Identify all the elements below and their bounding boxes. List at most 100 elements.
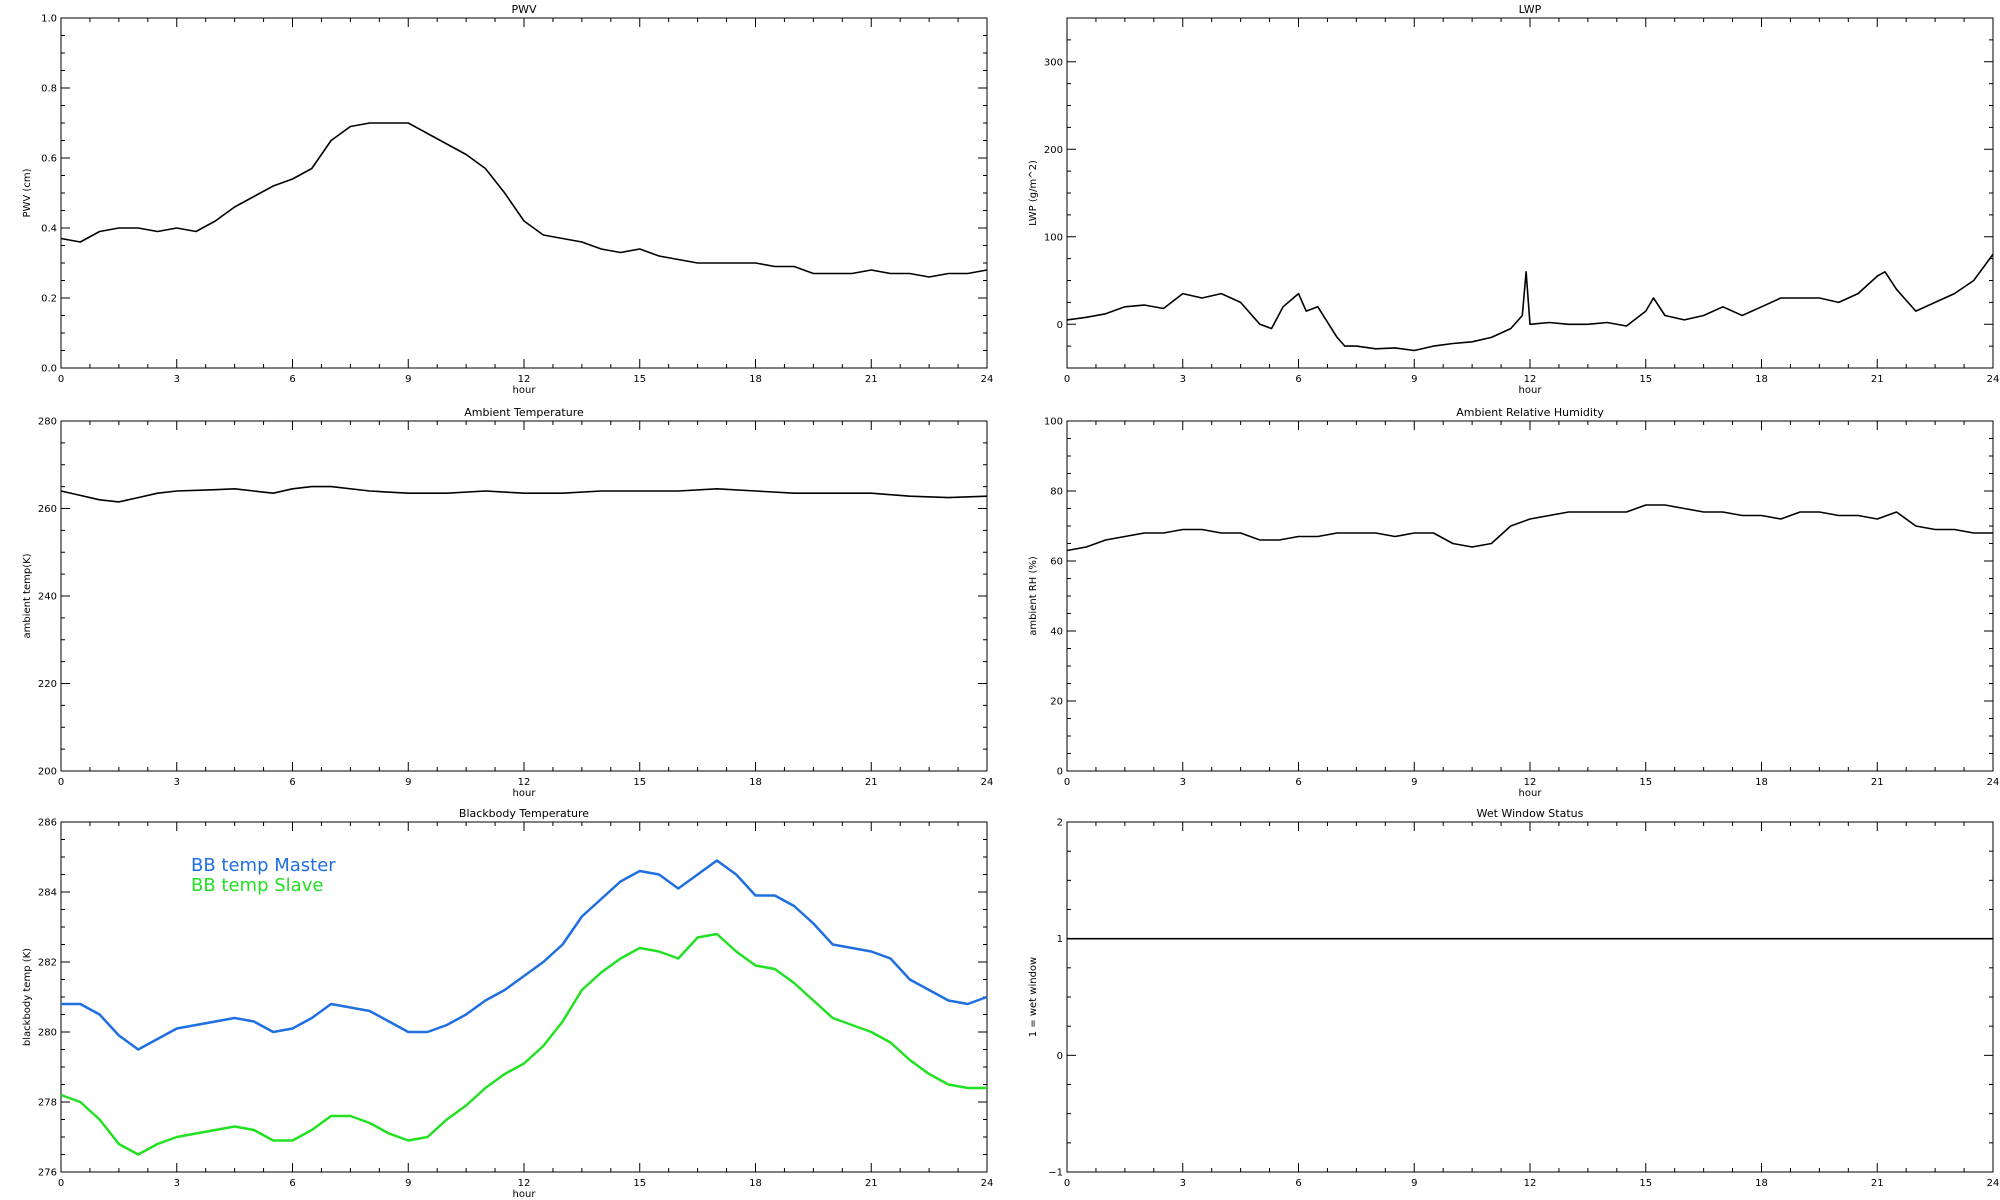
x-tick-label: 15 <box>633 777 646 788</box>
x-axis-label: hour <box>513 385 537 396</box>
x-tick-label: 21 <box>1871 1178 1884 1189</box>
chart-title: Ambient Relative Humidity <box>1456 406 1604 419</box>
y-axis-label: ambient temp(K) <box>22 553 33 638</box>
x-tick-label: 15 <box>1639 374 1652 385</box>
y-tick-label: 278 <box>38 1098 57 1109</box>
x-tick-label: 6 <box>289 1178 295 1189</box>
y-tick-label: 286 <box>38 818 57 829</box>
x-tick-label: 24 <box>1987 777 2000 788</box>
x-tick-label: 3 <box>1180 777 1186 788</box>
y-tick-label: 276 <box>38 1168 57 1179</box>
chart-title: Wet Window Status <box>1477 807 1584 820</box>
x-axis-label: hour <box>513 788 537 799</box>
chart-panel-1: LWP 0 3 6 9 12 15 18 21 24 hour 0 100 200 300 LWP (g/m^… <box>1028 3 1999 396</box>
x-tick-label: 3 <box>174 374 180 385</box>
x-tick-label: 18 <box>749 777 762 788</box>
y-tick-label: 40 <box>1050 627 1063 638</box>
y-tick-label: 100 <box>1044 417 1063 428</box>
x-tick-label: 12 <box>518 1178 531 1189</box>
y-tick-label: 100 <box>1044 232 1063 243</box>
y-tick-label: 200 <box>38 767 57 778</box>
x-tick-label: 12 <box>518 374 531 385</box>
y-axis-label: 1 = wet window <box>1028 957 1039 1037</box>
x-tick-label: 21 <box>1871 374 1884 385</box>
y-tick-label: 80 <box>1050 487 1063 498</box>
y-tick-label: −1 <box>1048 1168 1063 1179</box>
series-line-0 <box>60 485 988 503</box>
x-axis-label: hour <box>1519 385 1543 396</box>
y-tick-label: 60 <box>1050 557 1063 568</box>
x-tick-label: 0 <box>1064 374 1070 385</box>
series-line-0 <box>60 122 988 278</box>
x-tick-label: 3 <box>1180 374 1186 385</box>
x-tick-label: 18 <box>1755 777 1768 788</box>
x-tick-label: 6 <box>289 777 295 788</box>
y-tick-label: 0.8 <box>41 84 57 95</box>
x-tick-label: 15 <box>633 1178 646 1189</box>
chart-title: PWV <box>511 3 537 16</box>
series-line-0 <box>1066 253 1994 352</box>
y-tick-label: 240 <box>38 592 57 603</box>
x-tick-label: 24 <box>981 374 994 385</box>
chart-panel-2: Ambient Temperature 0 3 6 9 12 15 18 21 24 hour 200… <box>22 406 993 799</box>
x-tick-label: 24 <box>981 777 994 788</box>
x-tick-label: 6 <box>289 374 295 385</box>
x-tick-label: 21 <box>865 374 878 385</box>
y-tick-label: 284 <box>38 888 57 899</box>
y-axis-label: blackbody temp (K) <box>22 948 33 1046</box>
x-tick-label: 3 <box>1180 1178 1186 1189</box>
y-tick-label: 300 <box>1044 57 1063 68</box>
y-tick-label: 220 <box>38 679 57 690</box>
chart-panel-4: Blackbody Temperature 0 3 6 9 12 15 18 21 24 hour 2… <box>22 807 993 1200</box>
plot-frame <box>60 420 988 772</box>
y-tick-label: 0 <box>1057 1051 1063 1062</box>
x-axis-label: hour <box>513 1189 537 1200</box>
x-tick-label: 3 <box>174 777 180 788</box>
y-tick-label: 2 <box>1057 818 1063 829</box>
x-tick-label: 9 <box>1411 777 1417 788</box>
x-tick-label: 12 <box>1524 374 1537 385</box>
x-tick-label: 21 <box>865 1178 878 1189</box>
y-tick-label: 1.0 <box>41 14 57 25</box>
x-tick-label: 24 <box>1987 1178 2000 1189</box>
y-tick-label: 0.0 <box>41 364 57 375</box>
x-tick-label: 0 <box>58 374 64 385</box>
x-tick-label: 15 <box>1639 1178 1652 1189</box>
x-tick-label: 24 <box>1987 374 2000 385</box>
series-line-0 <box>61 859 988 1051</box>
x-tick-label: 9 <box>1411 1178 1417 1189</box>
y-tick-label: 260 <box>38 504 57 515</box>
y-axis-label: ambient RH (%) <box>1028 556 1039 636</box>
y-tick-label: 0 <box>1057 320 1063 331</box>
x-tick-label: 9 <box>405 374 411 385</box>
plot-frame <box>60 17 988 369</box>
x-tick-label: 18 <box>749 374 762 385</box>
chart-title: LWP <box>1519 3 1542 16</box>
x-tick-label: 0 <box>1064 1178 1070 1189</box>
x-tick-label: 0 <box>58 777 64 788</box>
x-tick-label: 12 <box>518 777 531 788</box>
plot-frame <box>1066 821 1994 1173</box>
y-tick-label: 0 <box>1057 767 1063 778</box>
legend-entry: BB temp Master <box>191 855 336 876</box>
x-tick-label: 12 <box>1524 1178 1537 1189</box>
y-tick-label: 280 <box>38 417 57 428</box>
x-tick-label: 18 <box>1755 1178 1768 1189</box>
legend-entry: BB temp Slave <box>191 875 323 896</box>
x-tick-label: 21 <box>1871 777 1884 788</box>
y-tick-label: 200 <box>1044 145 1063 156</box>
y-tick-label: 280 <box>38 1028 57 1039</box>
y-tick-label: 0.6 <box>41 154 57 165</box>
chart-panel-0: PWV 0 3 6 9 12 15 18 21 24 hour 0.0 0.2 0.4 0.6 0.8 1.0 P… <box>22 3 993 396</box>
x-tick-label: 6 <box>1295 374 1301 385</box>
x-tick-label: 24 <box>981 1178 994 1189</box>
y-tick-label: 0.4 <box>41 224 57 235</box>
chart-title: Blackbody Temperature <box>459 807 589 820</box>
y-tick-label: 0.2 <box>41 294 57 305</box>
plot-frame <box>1066 420 1994 772</box>
y-axis-label: LWP (g/m^2) <box>1028 160 1039 226</box>
x-tick-label: 9 <box>405 1178 411 1189</box>
chart-title: Ambient Temperature <box>464 406 584 419</box>
